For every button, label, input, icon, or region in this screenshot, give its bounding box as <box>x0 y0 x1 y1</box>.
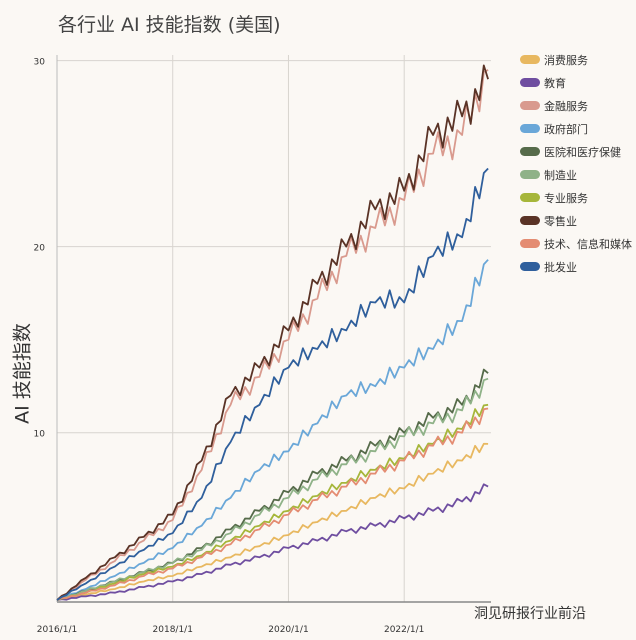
legend-swatch <box>520 193 540 202</box>
legend-item: 医院和医疗保健 <box>520 140 632 163</box>
legend-swatch <box>520 78 540 87</box>
legend-swatch <box>520 239 540 248</box>
legend-label: 教育 <box>544 76 566 90</box>
legend-item: 政府部门 <box>520 117 632 140</box>
y-tick-label: 30 <box>34 58 46 68</box>
legend-swatch <box>520 124 540 133</box>
series-line-8 <box>56 407 489 601</box>
legend-item: 技术、信息和媒体 <box>520 232 632 255</box>
chart-title: 各行业 AI 技能指数 (美国) <box>58 14 281 36</box>
y-tick-label: 20 <box>34 244 46 254</box>
legend-item: 专业服务 <box>520 186 632 209</box>
series-line-7 <box>56 64 489 601</box>
legend-swatch <box>520 216 540 225</box>
series-line-6 <box>56 403 489 601</box>
legend-label: 技术、信息和媒体 <box>544 237 632 251</box>
legend-label: 政府部门 <box>544 122 588 136</box>
y-tick-label: 10 <box>34 430 46 440</box>
legend-item: 制造业 <box>520 163 632 186</box>
legend-item: 批发业 <box>520 255 632 278</box>
x-tick-label: 2022/1/1 <box>384 625 424 635</box>
series-line-0 <box>56 442 489 601</box>
watermark: 洞见研报行业前沿 <box>474 606 586 622</box>
x-tick-label: 2020/1/1 <box>268 625 308 635</box>
legend: 消费服务教育金融服务政府部门医院和医疗保健 制造业专业服务零售业技术、信息和媒体批… <box>520 48 632 278</box>
series-line-4 <box>56 368 489 601</box>
legend-label: 消费服务 <box>544 53 588 67</box>
legend-label: 医院和医疗保健 <box>544 145 621 159</box>
legend-label: 制造业 <box>544 168 577 182</box>
series-line-3 <box>56 259 489 601</box>
legend-item: 零售业 <box>520 209 632 232</box>
legend-swatch <box>520 55 540 64</box>
x-tick-label: 2018/1/1 <box>153 625 193 635</box>
x-tick-label: 2016/1/1 <box>37 625 77 635</box>
legend-label: 批发业 <box>544 260 577 274</box>
legend-swatch <box>520 147 540 156</box>
legend-item: 消费服务 <box>520 48 632 71</box>
legend-label: 专业服务 <box>544 191 588 205</box>
legend-item: 教育 <box>520 71 632 94</box>
legend-label: 零售业 <box>544 214 577 228</box>
series-line-9 <box>56 167 489 601</box>
series-line-1 <box>56 483 489 601</box>
legend-swatch <box>520 170 540 179</box>
series-line-5 <box>56 377 489 601</box>
legend-label: 金融服务 <box>544 99 588 113</box>
legend-swatch <box>520 101 540 110</box>
legend-item: 金融服务 <box>520 94 632 117</box>
series-line-2 <box>56 69 489 601</box>
legend-swatch <box>520 262 540 271</box>
